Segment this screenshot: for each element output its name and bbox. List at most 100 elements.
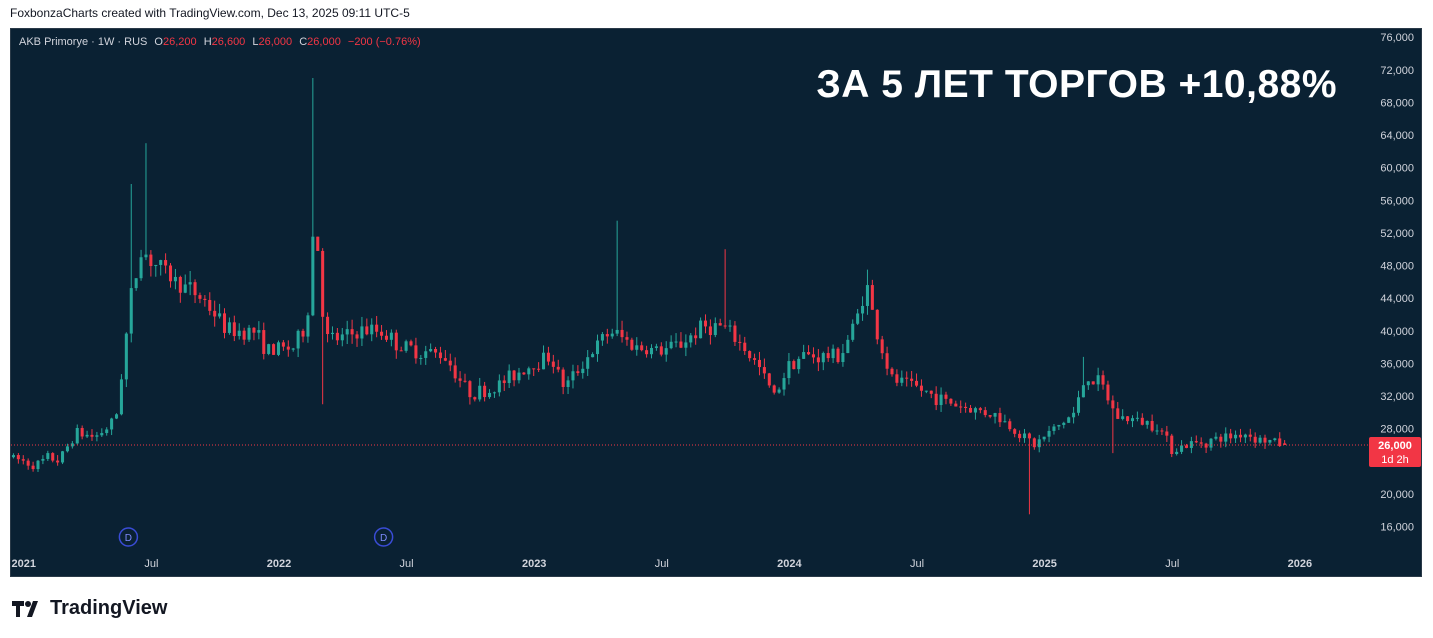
- candle-body-up[interactable]: [429, 348, 433, 352]
- candle-body-up[interactable]: [674, 341, 678, 343]
- candle-body-down[interactable]: [468, 381, 472, 398]
- candle-body-up[interactable]: [527, 368, 531, 375]
- candle-body-up[interactable]: [571, 371, 575, 381]
- candle-body-up[interactable]: [591, 354, 595, 358]
- candle-body-down[interactable]: [1248, 434, 1252, 437]
- candle-body-up[interactable]: [1234, 434, 1238, 439]
- candle-body-up[interactable]: [345, 329, 349, 335]
- candle-body-down[interactable]: [870, 285, 874, 310]
- candle-body-up[interactable]: [595, 340, 600, 355]
- candle-body-down[interactable]: [605, 334, 609, 337]
- candle-body-up[interactable]: [900, 377, 904, 383]
- candle-body-up[interactable]: [684, 342, 688, 348]
- candle-body-up[interactable]: [1096, 375, 1100, 385]
- tradingview-footer[interactable]: TradingView: [12, 597, 167, 620]
- candle-body-down[interactable]: [56, 460, 60, 463]
- candle-body-up[interactable]: [1037, 439, 1041, 448]
- candle-body-up[interactable]: [689, 335, 693, 343]
- candle-body-up[interactable]: [1047, 430, 1051, 437]
- candle-body-up[interactable]: [1258, 437, 1262, 443]
- candle-body-down[interactable]: [919, 385, 923, 391]
- candle-body-down[interactable]: [1116, 408, 1120, 419]
- candle-body-down[interactable]: [792, 361, 796, 370]
- candle-body-down[interactable]: [458, 378, 462, 381]
- candle-body-up[interactable]: [1209, 438, 1213, 448]
- candle-body-down[interactable]: [384, 335, 388, 340]
- candle-body-down[interactable]: [409, 341, 413, 346]
- candle-body-down[interactable]: [502, 380, 506, 384]
- candle-body-up[interactable]: [856, 313, 860, 324]
- candle-body-down[interactable]: [694, 335, 698, 339]
- candle-body-down[interactable]: [944, 394, 948, 399]
- candle-body-up[interactable]: [1081, 385, 1085, 398]
- candle-body-down[interactable]: [748, 351, 752, 359]
- candle-body-down[interactable]: [1140, 417, 1144, 425]
- candle-body-up[interactable]: [247, 327, 251, 340]
- candle-body-up[interactable]: [105, 429, 109, 434]
- candle-body-up[interactable]: [831, 348, 835, 359]
- candle-body-up[interactable]: [600, 334, 604, 341]
- candle-body-up[interactable]: [615, 329, 619, 334]
- candle-body-down[interactable]: [679, 341, 683, 348]
- candle-body-down[interactable]: [213, 310, 217, 317]
- candle-body-up[interactable]: [183, 284, 187, 293]
- candle-body-up[interactable]: [993, 413, 997, 417]
- candle-body-up[interactable]: [1135, 417, 1139, 419]
- candle-body-up[interactable]: [237, 330, 241, 337]
- candle-body-up[interactable]: [1121, 416, 1125, 419]
- candle-body-up[interactable]: [1086, 381, 1090, 386]
- candle-body-up[interactable]: [139, 257, 143, 279]
- candle-body-down[interactable]: [1013, 429, 1017, 434]
- candle-body-down[interactable]: [26, 460, 30, 466]
- candle-body-up[interactable]: [851, 323, 855, 340]
- candle-body-up[interactable]: [340, 334, 344, 341]
- candle-body-up[interactable]: [159, 260, 163, 265]
- candle-body-down[interactable]: [512, 370, 516, 381]
- candle-body-down[interactable]: [998, 413, 1002, 423]
- candle-body-down[interactable]: [1032, 438, 1036, 448]
- candle-body-down[interactable]: [537, 368, 541, 370]
- candle-body-down[interactable]: [1008, 421, 1012, 430]
- candle-body-up[interactable]: [787, 361, 791, 379]
- candle-body-up[interactable]: [100, 433, 104, 436]
- candle-body-up[interactable]: [370, 324, 374, 335]
- candle-body-down[interactable]: [1278, 438, 1282, 447]
- candle-body-up[interactable]: [1268, 439, 1272, 443]
- candle-body-up[interactable]: [70, 443, 74, 447]
- candle-body-down[interactable]: [875, 309, 879, 340]
- candle-body-up[interactable]: [517, 372, 521, 381]
- candle-body-up[interactable]: [41, 458, 45, 461]
- candle-body-down[interactable]: [546, 352, 550, 362]
- candle-body-up[interactable]: [360, 326, 364, 339]
- candle-body-up[interactable]: [124, 333, 128, 380]
- candle-body-down[interactable]: [703, 320, 708, 327]
- candle-body-up[interactable]: [777, 389, 781, 393]
- candle-body-down[interactable]: [443, 358, 447, 361]
- candle-body-down[interactable]: [262, 330, 266, 354]
- candle-body-down[interactable]: [905, 377, 909, 379]
- candle-body-up[interactable]: [154, 264, 158, 267]
- candle-body-up[interactable]: [267, 344, 271, 354]
- candle-body-up[interactable]: [939, 394, 943, 406]
- candle-body-down[interactable]: [556, 366, 560, 370]
- candle-body-down[interactable]: [438, 352, 442, 359]
- candle-body-up[interactable]: [497, 380, 501, 393]
- candle-body-up[interactable]: [654, 346, 658, 348]
- candle-body-down[interactable]: [198, 295, 202, 299]
- candle-body-down[interactable]: [232, 322, 236, 337]
- candle-body-down[interactable]: [551, 361, 555, 367]
- candle-body-down[interactable]: [453, 365, 457, 379]
- candle-body-up[interactable]: [311, 236, 315, 316]
- candle-body-up[interactable]: [846, 339, 850, 354]
- candle-body-down[interactable]: [242, 330, 246, 340]
- candle-body-up[interactable]: [1243, 434, 1247, 438]
- candle-body-down[interactable]: [949, 398, 953, 404]
- candle-body-down[interactable]: [168, 265, 173, 282]
- candle-body-down[interactable]: [1229, 433, 1233, 439]
- candle-body-down[interactable]: [978, 408, 982, 411]
- candle-body-down[interactable]: [321, 250, 325, 317]
- candle-body-up[interactable]: [581, 368, 585, 374]
- candle-body-up[interactable]: [1145, 420, 1149, 425]
- candle-body-up[interactable]: [924, 390, 928, 392]
- candle-body-up[interactable]: [257, 330, 261, 333]
